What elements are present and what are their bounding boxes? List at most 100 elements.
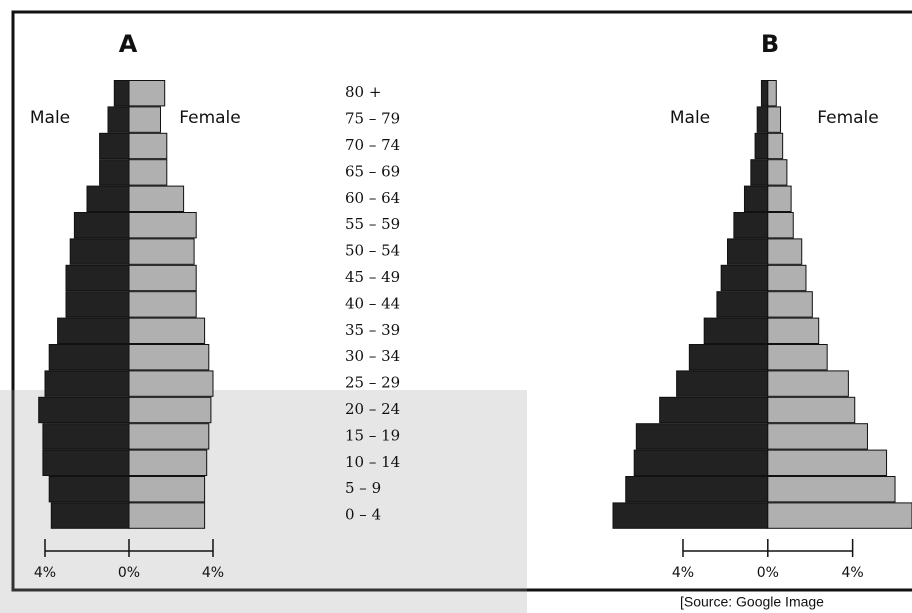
age-label: 5 – 9 [345,479,381,497]
bar [128,185,185,213]
bar [760,80,769,107]
bar [128,449,208,477]
bar [767,344,828,371]
bar [128,238,195,265]
bar [767,396,856,424]
bar [750,159,769,186]
bar [57,317,130,345]
bar [86,185,130,213]
chart-title: B [761,30,779,58]
bar [99,159,130,186]
chart-title: A [119,30,138,58]
x-tick-label: 0% [118,565,140,581]
age-label: 55 – 59 [345,215,400,233]
bar [756,106,769,133]
age-label: 10 – 14 [345,453,400,471]
bar [767,238,803,265]
bar [676,370,769,397]
bar [128,106,161,133]
bar [128,370,214,397]
bar [767,212,794,239]
bar [720,264,769,292]
age-label: 40 – 44 [345,294,400,312]
bar [727,238,769,265]
bar [659,396,769,424]
age-label: 65 – 69 [345,162,400,180]
x-tick-label: 4% [842,565,864,581]
bar [65,291,130,318]
bar [38,396,130,424]
bar [128,291,197,318]
bar [767,502,912,529]
bar [128,396,212,424]
legend-label: Male [30,108,70,128]
bar [65,264,130,292]
bar [767,159,788,186]
bar [754,132,769,160]
x-tick-label: 4% [672,565,694,581]
bar [767,423,868,450]
bar [128,212,197,239]
bar [688,344,769,371]
bar [128,159,168,186]
age-label: 30 – 34 [345,347,400,365]
bar [128,344,210,371]
bar [50,502,130,529]
legend-label: Male [670,108,710,128]
bar [128,80,166,107]
bar [767,185,792,213]
bar [733,212,769,239]
bar [69,238,130,265]
bar [767,317,820,345]
bar [128,502,206,529]
frame [11,10,912,592]
x-tick-label: 0% [757,565,779,581]
age-label: 0 – 4 [345,506,381,524]
age-label: 60 – 64 [345,189,400,207]
age-label: 45 – 49 [345,268,400,286]
legend-label: Female [817,108,878,128]
bar [128,423,210,450]
bar [612,502,769,529]
age-label: 70 – 74 [345,136,400,154]
age-label: 50 – 54 [345,242,400,260]
age-label: 25 – 29 [345,374,400,392]
bar [767,476,896,503]
bar [767,291,813,318]
bar [635,423,769,450]
age-label: 20 – 24 [345,400,400,418]
bar [767,449,888,477]
bar [625,476,769,503]
source-note: [Source: Google Image [680,594,824,610]
x-tick-label: 4% [34,565,56,581]
bar [44,370,130,397]
bar [113,80,130,107]
age-label: 75 – 79 [345,110,400,128]
bar [703,317,769,345]
bar [767,80,777,107]
bar [128,264,197,292]
bar [42,423,130,450]
x-tick-label: 4% [202,565,224,581]
bar [633,449,769,477]
bar [128,476,206,503]
bar [48,344,130,371]
age-label: 80 + [345,83,381,101]
bar [767,106,782,133]
bar [128,132,168,160]
bar [767,264,807,292]
bar [767,370,849,397]
age-label: 35 – 39 [345,321,400,339]
bar [42,449,130,477]
bar [48,476,130,503]
bar [767,132,784,160]
bar [107,106,130,133]
bar [99,132,130,160]
legend-label: Female [179,108,240,128]
bar [73,212,130,239]
bar [128,317,206,345]
bar [716,291,769,318]
bar [743,185,769,213]
age-label: 15 – 19 [345,426,400,444]
